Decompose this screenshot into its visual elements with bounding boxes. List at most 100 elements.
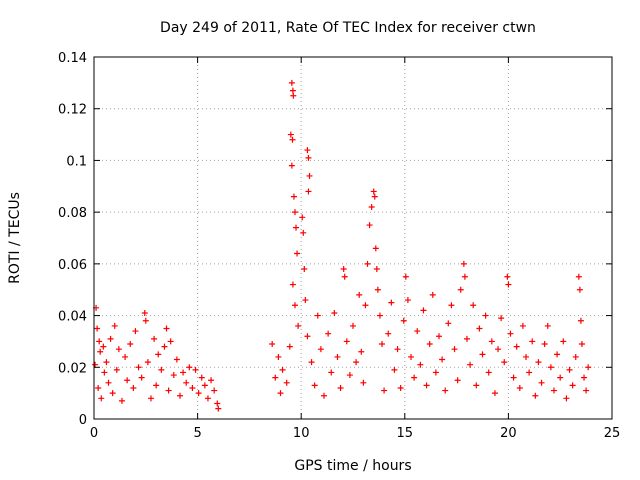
data-point <box>113 366 120 373</box>
data-point <box>201 382 208 389</box>
data-point <box>98 395 105 402</box>
y-tick-label: 0.04 <box>58 310 87 325</box>
data-point <box>397 384 404 391</box>
data-point <box>491 390 498 397</box>
data-point <box>305 188 312 195</box>
data-point <box>485 369 492 376</box>
data-point <box>473 382 480 389</box>
y-tick-label: 0.12 <box>58 103 87 118</box>
data-point <box>289 87 296 94</box>
data-point <box>304 333 311 340</box>
data-point <box>269 341 276 348</box>
data-point <box>457 286 464 293</box>
data-point <box>111 322 118 329</box>
data-point <box>308 359 315 366</box>
data-point <box>183 379 190 386</box>
data-point <box>526 369 533 376</box>
data-point <box>214 400 221 407</box>
data-point <box>127 341 134 348</box>
data-point <box>454 377 461 384</box>
data-point <box>368 203 375 210</box>
data-point <box>277 390 284 397</box>
data-point <box>195 390 202 397</box>
data-point <box>198 374 205 381</box>
data-point <box>289 281 296 288</box>
data-point <box>394 346 401 353</box>
data-point <box>306 172 313 179</box>
data-point <box>371 193 378 200</box>
data-point <box>507 330 514 337</box>
data-point <box>482 312 489 319</box>
data-point <box>288 162 295 169</box>
data-point <box>301 266 308 273</box>
data-point <box>304 147 311 154</box>
data-point <box>138 374 145 381</box>
data-point <box>122 353 129 360</box>
data-points <box>92 79 592 412</box>
data-point <box>516 384 523 391</box>
data-point <box>513 343 520 350</box>
data-point <box>356 291 363 298</box>
data-point <box>272 374 279 381</box>
x-tick-label: 20 <box>500 426 517 441</box>
y-axis-label: ROTI / TECUs <box>7 192 23 284</box>
data-point <box>124 377 131 384</box>
data-point <box>445 320 452 327</box>
data-point <box>331 309 338 316</box>
axis-ticks <box>93 56 613 420</box>
data-point <box>374 286 381 293</box>
chart-title: Day 249 of 2011, Rate Of TEC Index for r… <box>160 20 536 36</box>
data-point <box>529 338 536 345</box>
data-point <box>343 338 350 345</box>
data-point <box>144 359 151 366</box>
data-point <box>302 297 309 304</box>
data-point <box>532 392 539 399</box>
data-point <box>189 384 196 391</box>
data-point <box>204 395 211 402</box>
data-point <box>337 384 344 391</box>
data-point <box>96 338 103 345</box>
data-point <box>402 273 409 280</box>
data-point <box>141 309 148 316</box>
data-point <box>158 366 165 373</box>
x-tick-label: 15 <box>397 426 414 441</box>
x-tick-label: 5 <box>193 426 201 441</box>
data-point <box>504 273 511 280</box>
data-point <box>370 188 377 195</box>
data-point <box>560 338 567 345</box>
data-point <box>426 341 433 348</box>
data-point <box>186 364 193 371</box>
data-point <box>585 364 592 371</box>
data-point <box>391 366 398 373</box>
data-point <box>293 224 300 231</box>
data-point <box>161 343 168 350</box>
data-point <box>155 351 162 358</box>
data-point <box>300 229 307 236</box>
data-point <box>346 372 353 379</box>
data-point <box>373 266 380 273</box>
data-point <box>340 266 347 273</box>
data-point <box>381 387 388 394</box>
data-point <box>294 250 301 257</box>
data-point <box>411 374 418 381</box>
y-tick-label: 0.14 <box>58 51 87 66</box>
data-point <box>463 335 470 342</box>
data-point <box>544 322 551 329</box>
data-point <box>547 364 554 371</box>
data-point <box>408 353 415 360</box>
data-point <box>290 193 297 200</box>
data-point <box>362 302 369 309</box>
data-point <box>353 359 360 366</box>
x-tick-label: 10 <box>293 426 310 441</box>
data-point <box>291 302 298 309</box>
y-tick-label: 0 <box>79 413 87 428</box>
data-point <box>569 382 576 389</box>
data-point <box>495 346 502 353</box>
data-point <box>275 353 282 360</box>
data-point <box>501 359 508 366</box>
data-point <box>328 369 335 376</box>
data-point <box>165 387 172 394</box>
data-point <box>414 328 421 335</box>
data-point <box>519 322 526 329</box>
